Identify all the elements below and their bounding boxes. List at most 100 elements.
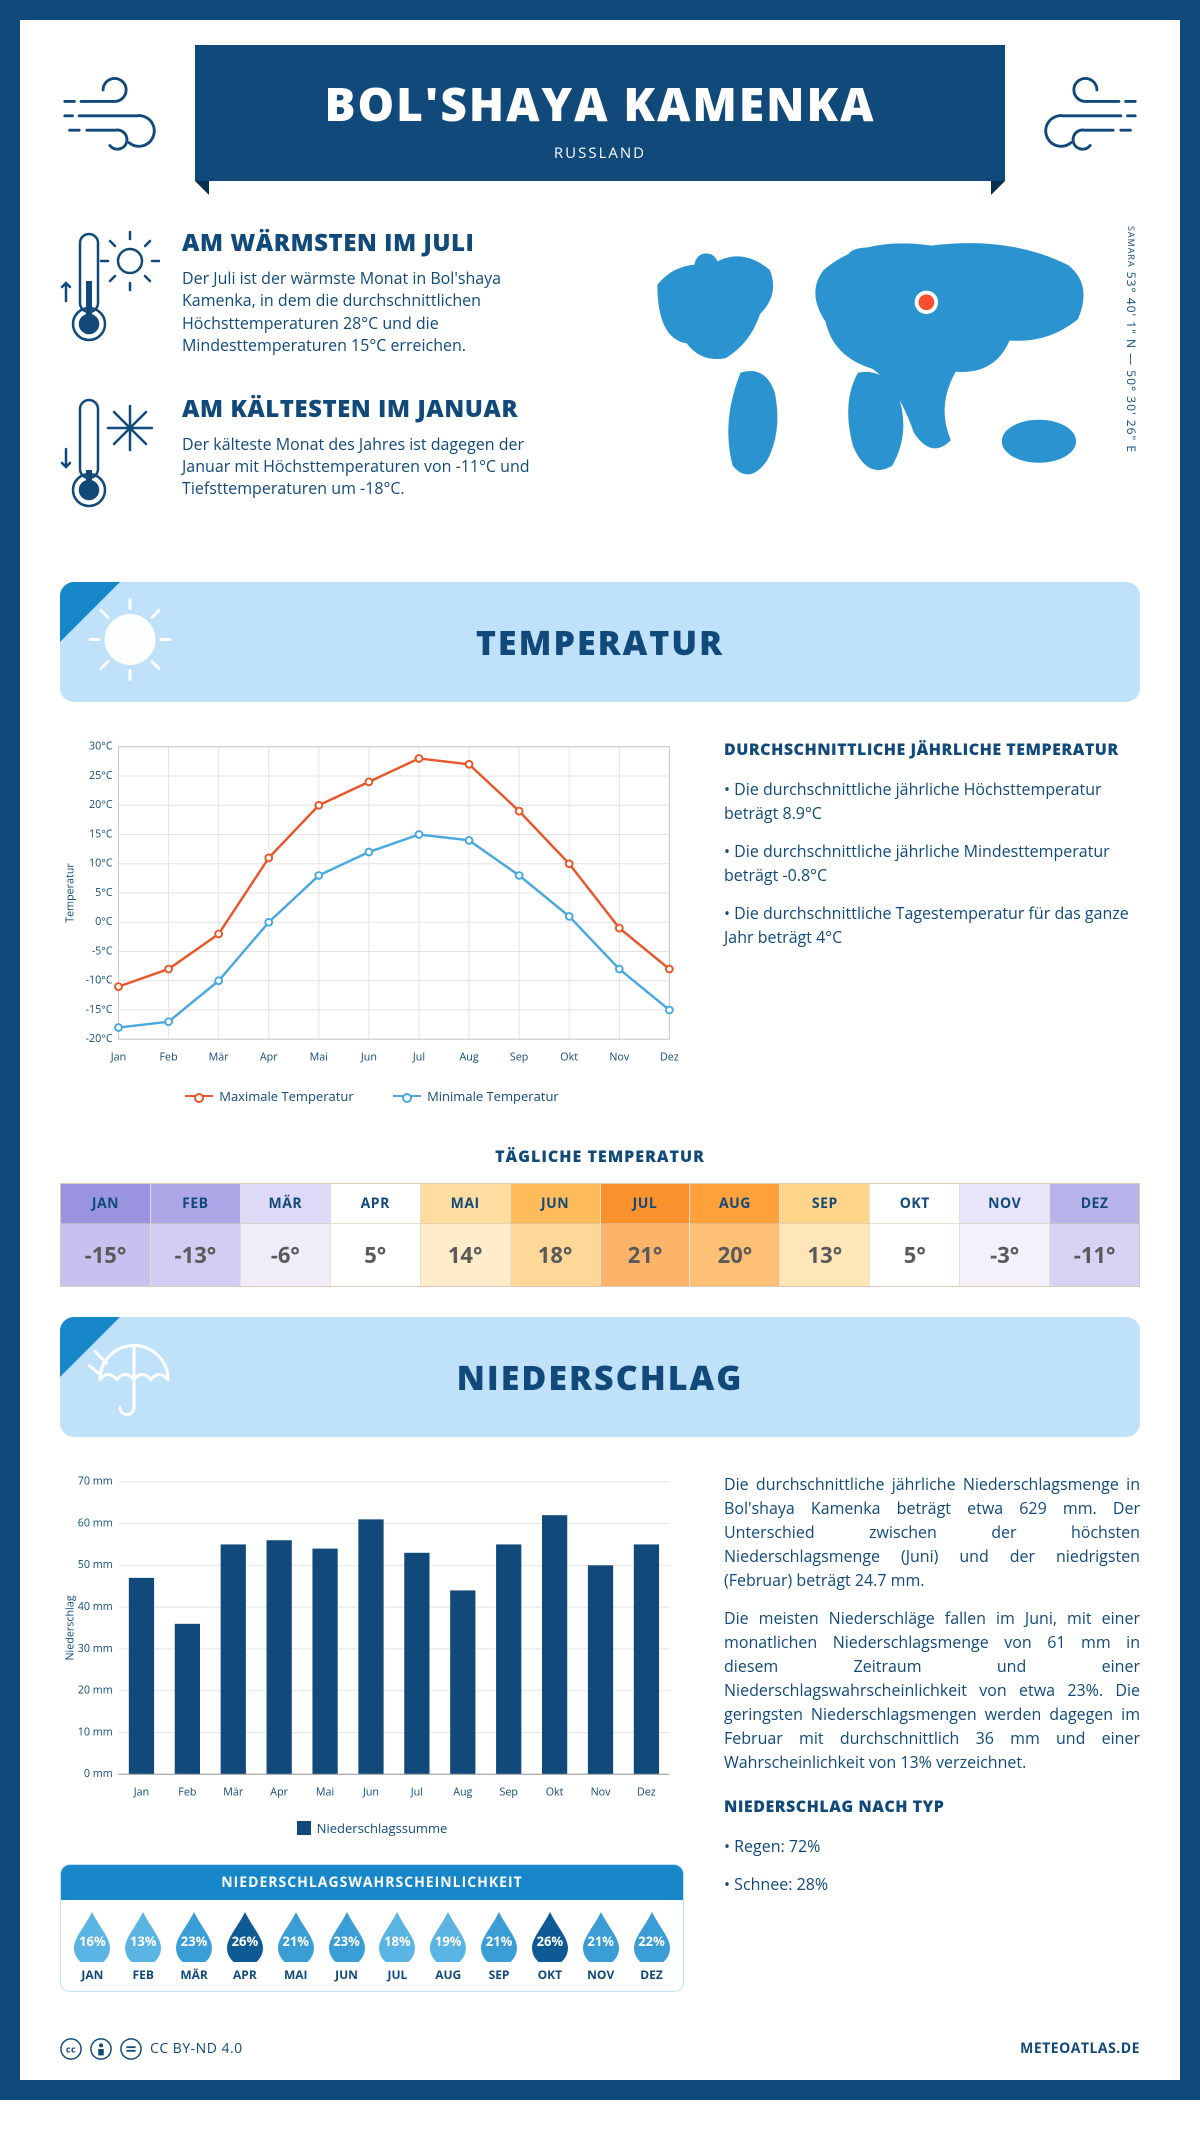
prob-value: 19% — [435, 1932, 462, 1950]
summary-paragraph: Die durchschnittliche jährliche Niedersc… — [724, 1472, 1140, 1592]
svg-text:25°C: 25°C — [89, 768, 113, 782]
sun-icon — [85, 594, 175, 689]
prob-col: 13% FEB — [118, 1910, 169, 1983]
temp-legend: .legend-swatch:before{border-color:inher… — [60, 1083, 684, 1105]
table-col: MÄR -6° — [241, 1184, 331, 1286]
table-month: AUG — [690, 1184, 779, 1224]
license-block: cc CC BY-ND 4.0 — [60, 2038, 243, 2060]
coordinates: SAMARA 53° 40' 1" N — 50° 30' 26" E — [1117, 226, 1140, 552]
svg-text:Aug: Aug — [459, 1050, 478, 1064]
svg-text:10 mm: 10 mm — [78, 1725, 113, 1739]
legend-label: Niederschlagssumme — [317, 1819, 448, 1837]
prob-col: 19% AUG — [423, 1910, 474, 1983]
svg-text:20°C: 20°C — [89, 798, 113, 812]
prob-col: 23% MÄR — [169, 1910, 220, 1983]
svg-text:-20°C: -20°C — [86, 1032, 113, 1046]
svg-text:Feb: Feb — [178, 1786, 196, 1800]
table-month: SEP — [780, 1184, 869, 1224]
table-value: -3° — [960, 1224, 1049, 1286]
prob-heading: NIEDERSCHLAGSWAHRSCHEINLICHKEIT — [61, 1865, 683, 1900]
table-month: APR — [331, 1184, 420, 1224]
table-value: 13° — [780, 1224, 869, 1286]
table-month: JAN — [61, 1184, 150, 1224]
svg-text:Jan: Jan — [133, 1786, 149, 1800]
svg-text:Mär: Mär — [223, 1786, 244, 1800]
prob-value: 16% — [79, 1932, 106, 1950]
nd-icon — [120, 2038, 142, 2060]
svg-text:30 mm: 30 mm — [78, 1642, 113, 1656]
table-value: 5° — [870, 1224, 959, 1286]
table-col: APR 5° — [331, 1184, 421, 1286]
table-month: JUN — [511, 1184, 600, 1224]
prob-col: 23% JUN — [321, 1910, 372, 1983]
prob-month: OKT — [524, 1966, 575, 1983]
raindrop-icon: 21% — [580, 1910, 622, 1962]
svg-text:Nov: Nov — [609, 1050, 630, 1064]
svg-text:20 mm: 20 mm — [78, 1684, 113, 1698]
fact-title: AM KÄLTESTEN IM JANUAR — [182, 392, 562, 425]
svg-text:-10°C: -10°C — [86, 973, 113, 987]
precip-type-heading: NIEDERSCHLAG NACH TYP — [724, 1794, 1140, 1818]
svg-text:Jun: Jun — [360, 1050, 377, 1064]
facts-column: AM WÄRMSTEN IM JULI Der Juli ist der wär… — [60, 226, 598, 552]
temperature-line-chart: -20°C-15°C-10°C-5°C0°C5°C10°C15°C20°C25°… — [60, 737, 684, 1106]
table-col: AUG 20° — [690, 1184, 780, 1286]
raindrop-icon: 13% — [122, 1910, 164, 1962]
fact-text: Der Juli ist der wärmste Monat in Bol'sh… — [182, 267, 562, 357]
prob-col: 18% JUL — [372, 1910, 423, 1983]
svg-text:Apr: Apr — [270, 1786, 288, 1800]
svg-text:70 mm: 70 mm — [78, 1475, 113, 1489]
table-month: DEZ — [1050, 1184, 1139, 1224]
table-month: JUL — [601, 1184, 690, 1224]
raindrop-icon: 18% — [376, 1910, 418, 1962]
table-value: 14° — [421, 1224, 510, 1286]
prob-value: 22% — [638, 1932, 665, 1950]
world-map — [628, 226, 1117, 552]
table-month: MÄR — [241, 1184, 330, 1224]
prob-month: JUL — [372, 1966, 423, 1983]
page-title: BOL'SHAYA KAMENKA — [205, 73, 995, 135]
prob-value: 21% — [587, 1932, 614, 1950]
prob-month: SEP — [474, 1966, 525, 1983]
coords-text: 53° 40' 1" N — 50° 30' 26" E — [1123, 272, 1140, 453]
site-name: METEOATLAS.DE — [1020, 2039, 1140, 2058]
prob-month: JUN — [321, 1966, 372, 1983]
svg-text:Okt: Okt — [546, 1786, 564, 1800]
summary-bullet: • Die durchschnittliche jährliche Höchst… — [724, 777, 1140, 825]
prob-value: 26% — [537, 1932, 564, 1950]
table-value: 18° — [511, 1224, 600, 1286]
prob-month: MAI — [270, 1966, 321, 1983]
table-col: MAI 14° — [421, 1184, 511, 1286]
summary-paragraph: Die meisten Niederschläge fallen im Juni… — [724, 1606, 1140, 1774]
svg-text:5°C: 5°C — [95, 885, 113, 899]
summary-bullet: • Die durchschnittliche Tagestemperatur … — [724, 901, 1140, 949]
svg-text:-15°C: -15°C — [86, 1002, 113, 1016]
table-col: OKT 5° — [870, 1184, 960, 1286]
prob-col: 21% NOV — [575, 1910, 626, 1983]
prob-value: 23% — [181, 1932, 208, 1950]
prob-month: APR — [219, 1966, 270, 1983]
table-month: OKT — [870, 1184, 959, 1224]
table-col: JUN 18° — [511, 1184, 601, 1286]
page-subtitle: RUSSLAND — [205, 143, 995, 163]
svg-text:50 mm: 50 mm — [78, 1558, 113, 1572]
umbrella-icon — [85, 1330, 175, 1425]
prob-col: 21% MAI — [270, 1910, 321, 1983]
svg-text:Mai: Mai — [316, 1786, 334, 1800]
table-col: NOV -3° — [960, 1184, 1050, 1286]
prob-col: 16% JAN — [67, 1910, 118, 1983]
section-title: NIEDERSCHLAG — [457, 1354, 744, 1400]
raindrop-icon: 22% — [631, 1910, 673, 1962]
summary-bullet: • Regen: 72% — [724, 1834, 1140, 1858]
svg-text:Jul: Jul — [412, 1050, 425, 1064]
precip-summary: Die durchschnittliche jährliche Niedersc… — [724, 1472, 1140, 1992]
thermometer-hot-icon — [60, 226, 160, 357]
fact-warmest: AM WÄRMSTEN IM JULI Der Juli ist der wär… — [60, 226, 598, 357]
svg-text:Nov: Nov — [591, 1786, 612, 1800]
prob-col: 21% SEP — [474, 1910, 525, 1983]
prob-col: 26% APR — [219, 1910, 270, 1983]
table-value: 5° — [331, 1224, 420, 1286]
daily-temp-table: JAN -15° FEB -13° MÄR -6° APR 5° MAI 14°… — [60, 1183, 1140, 1287]
raindrop-icon: 21% — [478, 1910, 520, 1962]
temp-summary: DURCHSCHNITTLICHE JÄHRLICHE TEMPERATUR •… — [724, 737, 1140, 1106]
